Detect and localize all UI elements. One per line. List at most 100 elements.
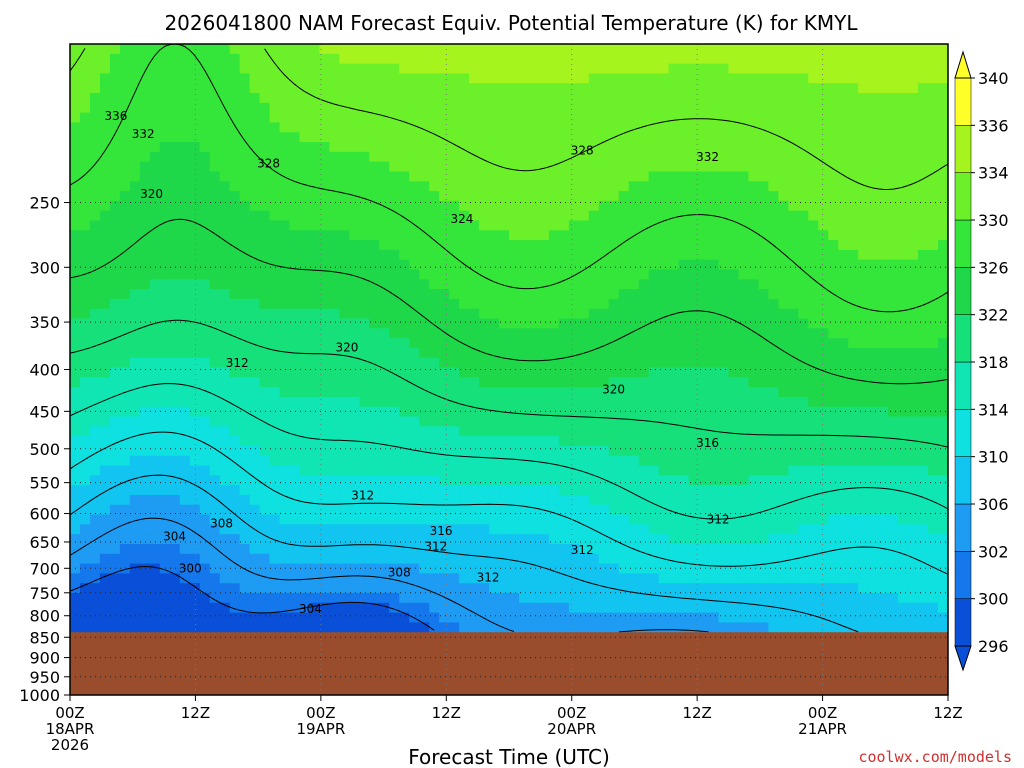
field-cell [748,240,759,250]
field-cell [369,417,380,427]
field-cell [280,260,291,270]
field-cell [210,191,221,201]
field-cell [499,466,510,476]
field-cell [240,122,251,132]
field-cell [888,64,899,74]
field-cell [639,348,650,358]
field-cell [290,73,301,83]
field-cell [629,269,640,279]
field-cell [818,407,829,417]
field-cell [439,142,450,152]
field-cell [309,260,320,270]
field-cell [290,44,301,54]
field-cell [399,328,410,338]
field-cell [290,554,301,564]
field-cell [459,515,470,525]
field-cell [170,260,181,270]
field-cell [439,181,450,191]
field-cell [738,524,749,534]
field-cell [878,515,889,525]
field-cell [669,436,680,446]
field-cell [818,524,829,534]
field-cell [130,93,141,103]
field-cell [230,142,241,152]
field-cell [798,122,809,132]
field-cell [489,152,500,162]
field-cell [738,269,749,279]
field-cell [90,122,101,132]
field-cell [309,456,320,466]
field-cell [499,152,510,162]
field-cell [768,162,779,172]
field-cell [439,122,450,132]
field-cell [738,73,749,83]
field-cell [719,230,730,240]
field-cell [250,426,261,436]
field-cell [409,289,420,299]
field-cell [888,54,899,64]
field-cell [499,250,510,260]
field-cell [160,348,171,358]
field-cell [579,495,590,505]
field-cell [509,515,520,525]
field-cell [270,475,281,485]
field-cell [569,103,580,113]
field-cell [529,230,540,240]
field-cell [250,495,261,505]
field-cell [659,73,670,83]
field-cell [579,250,590,260]
field-cell [479,83,490,93]
field-cell [160,358,171,368]
field-cell [349,152,360,162]
field-cell [788,573,799,583]
field-cell [709,466,720,476]
field-cell [260,407,271,417]
field-cell [349,573,360,583]
field-cell [230,152,241,162]
field-cell [609,152,620,162]
field-cell [150,446,161,456]
field-cell [649,289,660,299]
field-cell [609,171,620,181]
field-cell [589,319,600,329]
field-cell [369,181,380,191]
field-cell [389,485,400,495]
field-cell [439,279,450,289]
field-cell [240,534,251,544]
field-cell [808,289,819,299]
field-cell [579,377,590,387]
field-cell [619,515,630,525]
field-cell [778,250,789,260]
field-cell [818,583,829,593]
field-cell [649,622,660,632]
field-cell [828,573,839,583]
field-cell [788,44,799,54]
field-cell [329,319,340,329]
field-cell [120,240,131,250]
field-cell [858,554,869,564]
field-cell [190,250,201,260]
field-cell [579,269,590,279]
field-cell [459,377,470,387]
field-cell [719,554,730,564]
field-cell [529,485,540,495]
field-cell [409,73,420,83]
field-cell [798,446,809,456]
field-cell [439,191,450,201]
field-cell [100,426,111,436]
field-cell [489,407,500,417]
field-cell [230,201,241,211]
field-cell [339,358,350,368]
field-cell [489,299,500,309]
field-cell [509,387,520,397]
field-cell [220,319,231,329]
field-cell [379,44,390,54]
field-cell [150,211,161,221]
field-cell [828,211,839,221]
field-cell [709,250,720,260]
field-cell [349,181,360,191]
field-cell [170,250,181,260]
field-cell [768,83,779,93]
field-cell [439,603,450,613]
field-cell [80,220,91,230]
